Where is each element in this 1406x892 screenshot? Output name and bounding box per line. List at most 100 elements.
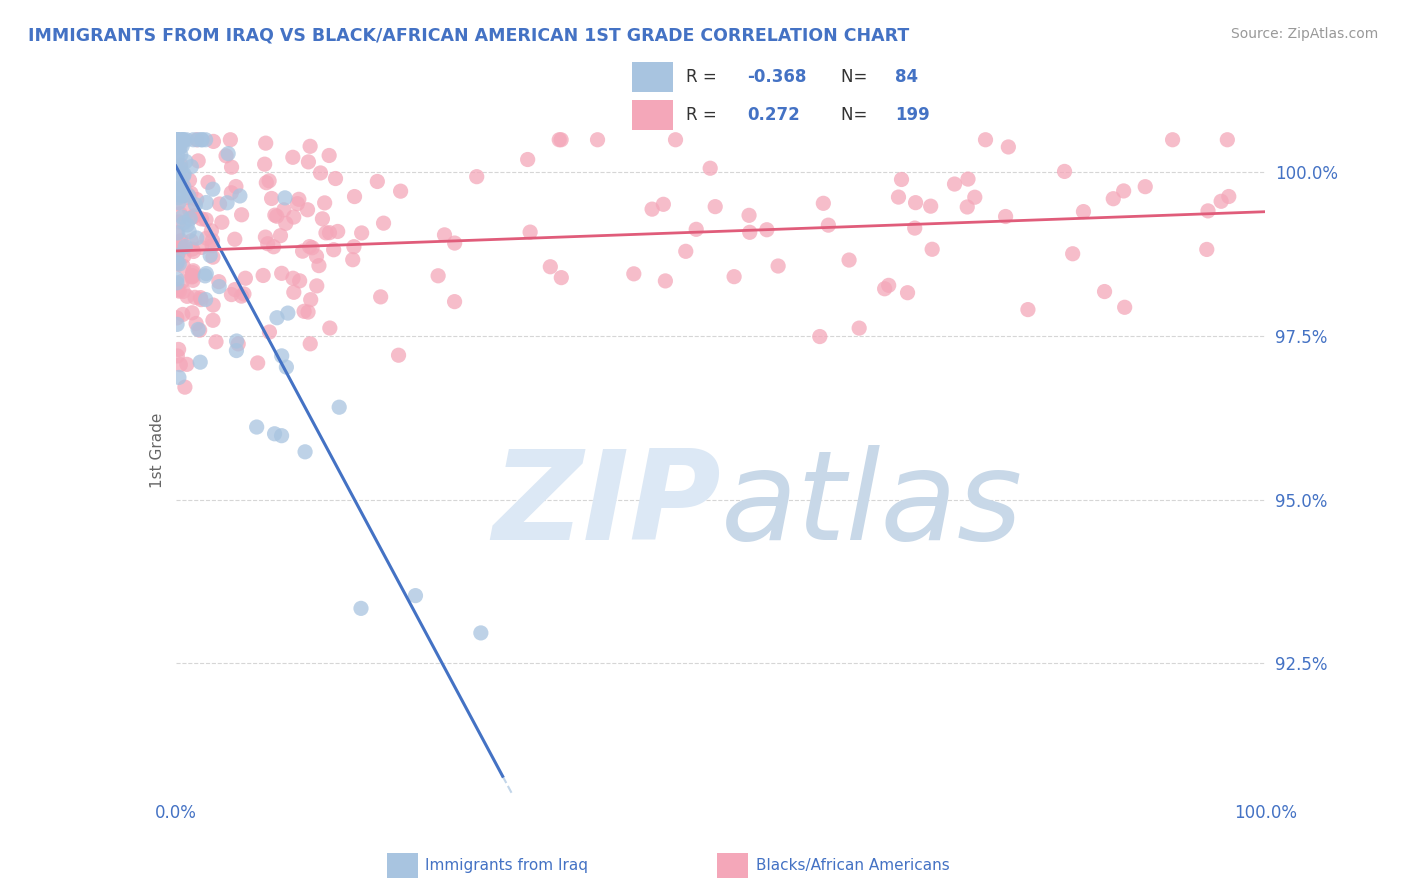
Point — [252, 268, 274, 283]
Point — [305, 249, 328, 263]
Point — [263, 208, 285, 222]
Point — [297, 305, 319, 319]
Point — [170, 188, 193, 202]
Point — [167, 245, 190, 260]
Point — [266, 310, 288, 325]
Point — [1216, 133, 1239, 147]
Point — [956, 200, 979, 214]
Point — [200, 224, 222, 238]
Point — [301, 241, 323, 255]
Point — [170, 210, 193, 224]
Point — [219, 133, 242, 147]
Point — [174, 239, 197, 253]
Point — [516, 153, 538, 167]
Point — [920, 199, 942, 213]
Point — [208, 279, 231, 293]
Point — [166, 138, 188, 153]
Point — [190, 133, 212, 147]
Point — [195, 195, 218, 210]
Point — [181, 264, 204, 278]
Point — [170, 234, 193, 248]
Point — [172, 139, 194, 153]
Point — [211, 215, 233, 229]
Point — [738, 225, 761, 239]
Point — [183, 244, 205, 259]
Point — [172, 274, 194, 288]
Point — [176, 218, 198, 232]
Point — [318, 148, 340, 162]
Point — [201, 238, 224, 252]
Point — [370, 290, 392, 304]
Point — [169, 358, 191, 372]
Point — [231, 289, 253, 303]
Bar — [717, 853, 748, 878]
Point — [170, 158, 193, 172]
Point — [309, 166, 332, 180]
Point — [187, 133, 209, 147]
Point — [1195, 243, 1218, 257]
Point — [808, 329, 831, 343]
Point — [201, 182, 224, 196]
Point — [166, 276, 188, 290]
Point — [723, 269, 745, 284]
Point — [173, 249, 195, 263]
Point — [297, 202, 319, 217]
Point — [183, 209, 205, 223]
Point — [201, 250, 224, 264]
Point — [170, 161, 193, 176]
Point — [343, 240, 366, 254]
Point — [963, 190, 986, 204]
Point — [873, 282, 896, 296]
Point — [887, 190, 910, 204]
Point — [997, 140, 1019, 154]
Point — [181, 210, 204, 224]
Point — [195, 212, 218, 227]
Point — [373, 216, 395, 230]
Point — [294, 445, 316, 459]
Point — [173, 216, 195, 230]
Point — [283, 285, 305, 300]
Text: atlas: atlas — [721, 445, 1022, 566]
Point — [191, 133, 214, 147]
Point — [1062, 246, 1084, 260]
Point — [167, 182, 190, 196]
Point — [225, 334, 247, 348]
Point — [225, 179, 247, 194]
Point — [308, 259, 330, 273]
Point — [167, 178, 190, 192]
Point — [167, 191, 190, 205]
Point — [166, 133, 188, 147]
Point — [1017, 302, 1039, 317]
Point — [172, 285, 194, 299]
Point — [184, 317, 207, 331]
Point — [217, 195, 239, 210]
Point — [166, 257, 188, 271]
Point — [166, 241, 188, 255]
Point — [226, 337, 249, 351]
Point — [433, 227, 456, 242]
Point — [254, 230, 277, 244]
Point — [1053, 164, 1076, 178]
Text: Blacks/African Americans: Blacks/African Americans — [756, 858, 950, 872]
Point — [704, 200, 727, 214]
Point — [652, 197, 675, 211]
Point — [179, 173, 201, 187]
Point — [943, 177, 966, 191]
Point — [246, 356, 269, 370]
Point — [904, 221, 927, 235]
Point — [274, 191, 297, 205]
Text: N=: N= — [841, 68, 873, 86]
Point — [519, 225, 541, 239]
Bar — [633, 62, 672, 92]
Point — [169, 207, 191, 221]
Point — [274, 216, 297, 230]
Point — [387, 348, 409, 362]
Point — [319, 321, 342, 335]
Point — [877, 278, 900, 293]
Point — [202, 298, 225, 312]
Point — [281, 271, 304, 285]
Text: Source: ZipAtlas.com: Source: ZipAtlas.com — [1230, 27, 1378, 41]
Point — [224, 283, 246, 297]
Point — [180, 234, 202, 248]
Point — [538, 260, 561, 274]
